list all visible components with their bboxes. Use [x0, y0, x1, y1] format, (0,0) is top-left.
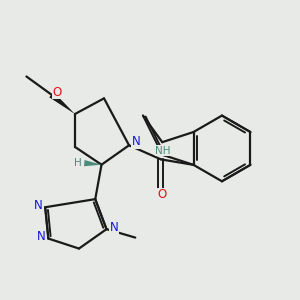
Text: NH: NH [155, 146, 171, 156]
Text: N: N [34, 199, 43, 212]
Text: N: N [131, 135, 140, 148]
Text: O: O [157, 188, 166, 201]
Text: N: N [37, 230, 46, 244]
Text: H: H [74, 158, 81, 168]
Text: O: O [52, 85, 62, 99]
Polygon shape [84, 160, 101, 166]
Polygon shape [49, 92, 75, 114]
Text: N: N [110, 221, 119, 234]
